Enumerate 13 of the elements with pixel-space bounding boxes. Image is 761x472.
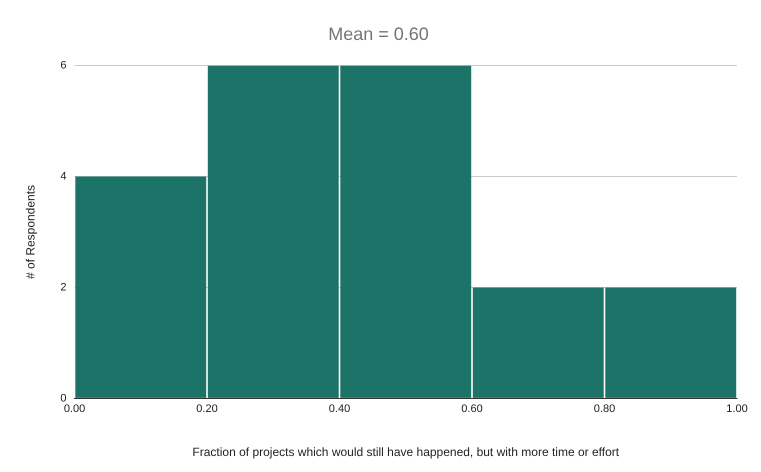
y-tick-label: 0: [60, 392, 67, 404]
x-tick-label: 0.60: [461, 403, 483, 416]
y-tick-label: 4: [60, 170, 67, 183]
y-axis-title: # of Respondents: [24, 184, 38, 280]
x-axis-title: Fraction of projects which would still have happened, but with more time or effort: [192, 445, 620, 460]
x-tick-label: 0.00: [64, 403, 86, 416]
chart-title: Mean = 0.60: [328, 24, 429, 44]
y-tick-label: 6: [60, 60, 67, 72]
x-tick-label: 0.40: [328, 403, 350, 416]
y-tick-label: 2: [60, 282, 67, 294]
x-tick-label: 0.80: [594, 403, 616, 416]
x-tick-label: 0.20: [196, 403, 218, 416]
x-tick-label: 1.00: [726, 403, 748, 416]
